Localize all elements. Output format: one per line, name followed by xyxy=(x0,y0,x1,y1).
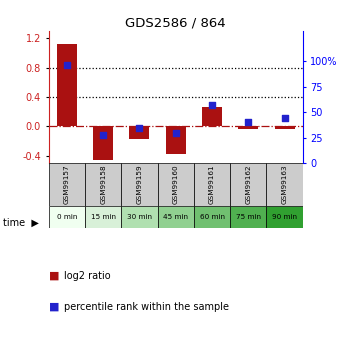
Text: 30 min: 30 min xyxy=(127,214,152,220)
Bar xyxy=(267,206,303,228)
Text: 0 min: 0 min xyxy=(57,214,77,220)
Text: GSM99160: GSM99160 xyxy=(173,165,179,204)
Bar xyxy=(85,206,121,228)
Bar xyxy=(202,107,222,126)
Bar xyxy=(85,163,121,206)
Text: 45 min: 45 min xyxy=(163,214,188,220)
Point xyxy=(282,116,287,121)
Bar xyxy=(93,126,113,160)
Text: GSM99162: GSM99162 xyxy=(245,165,251,204)
Bar xyxy=(158,163,194,206)
Bar xyxy=(57,44,77,126)
Point xyxy=(64,62,70,67)
Bar xyxy=(230,163,267,206)
Text: GSM99161: GSM99161 xyxy=(209,165,215,204)
Text: 90 min: 90 min xyxy=(272,214,297,220)
Text: 60 min: 60 min xyxy=(199,214,224,220)
Text: GSM99163: GSM99163 xyxy=(282,165,287,204)
Bar xyxy=(121,163,158,206)
Point xyxy=(137,126,142,131)
Bar xyxy=(275,126,295,129)
Bar xyxy=(230,206,267,228)
Bar xyxy=(49,206,85,228)
Bar xyxy=(267,163,303,206)
Text: GSM99158: GSM99158 xyxy=(100,165,106,204)
Bar xyxy=(129,126,149,139)
Point xyxy=(246,120,251,125)
Text: 15 min: 15 min xyxy=(91,214,116,220)
Point xyxy=(173,130,179,135)
Text: log2 ratio: log2 ratio xyxy=(64,271,111,281)
Bar xyxy=(166,126,186,154)
Text: GSM99159: GSM99159 xyxy=(136,165,142,204)
Bar xyxy=(194,163,230,206)
Text: GSM99157: GSM99157 xyxy=(64,165,70,204)
Bar xyxy=(121,206,158,228)
Point xyxy=(100,132,106,137)
Bar xyxy=(158,206,194,228)
Bar xyxy=(238,126,258,128)
Bar xyxy=(194,206,230,228)
Text: percentile rank within the sample: percentile rank within the sample xyxy=(64,302,229,312)
Text: 75 min: 75 min xyxy=(236,214,261,220)
Text: ■: ■ xyxy=(49,302,59,312)
Bar xyxy=(49,163,85,206)
Text: ■: ■ xyxy=(49,271,59,281)
Title: GDS2586 / 864: GDS2586 / 864 xyxy=(125,17,226,30)
Point xyxy=(209,102,215,108)
Text: time  ▶: time ▶ xyxy=(3,218,39,227)
